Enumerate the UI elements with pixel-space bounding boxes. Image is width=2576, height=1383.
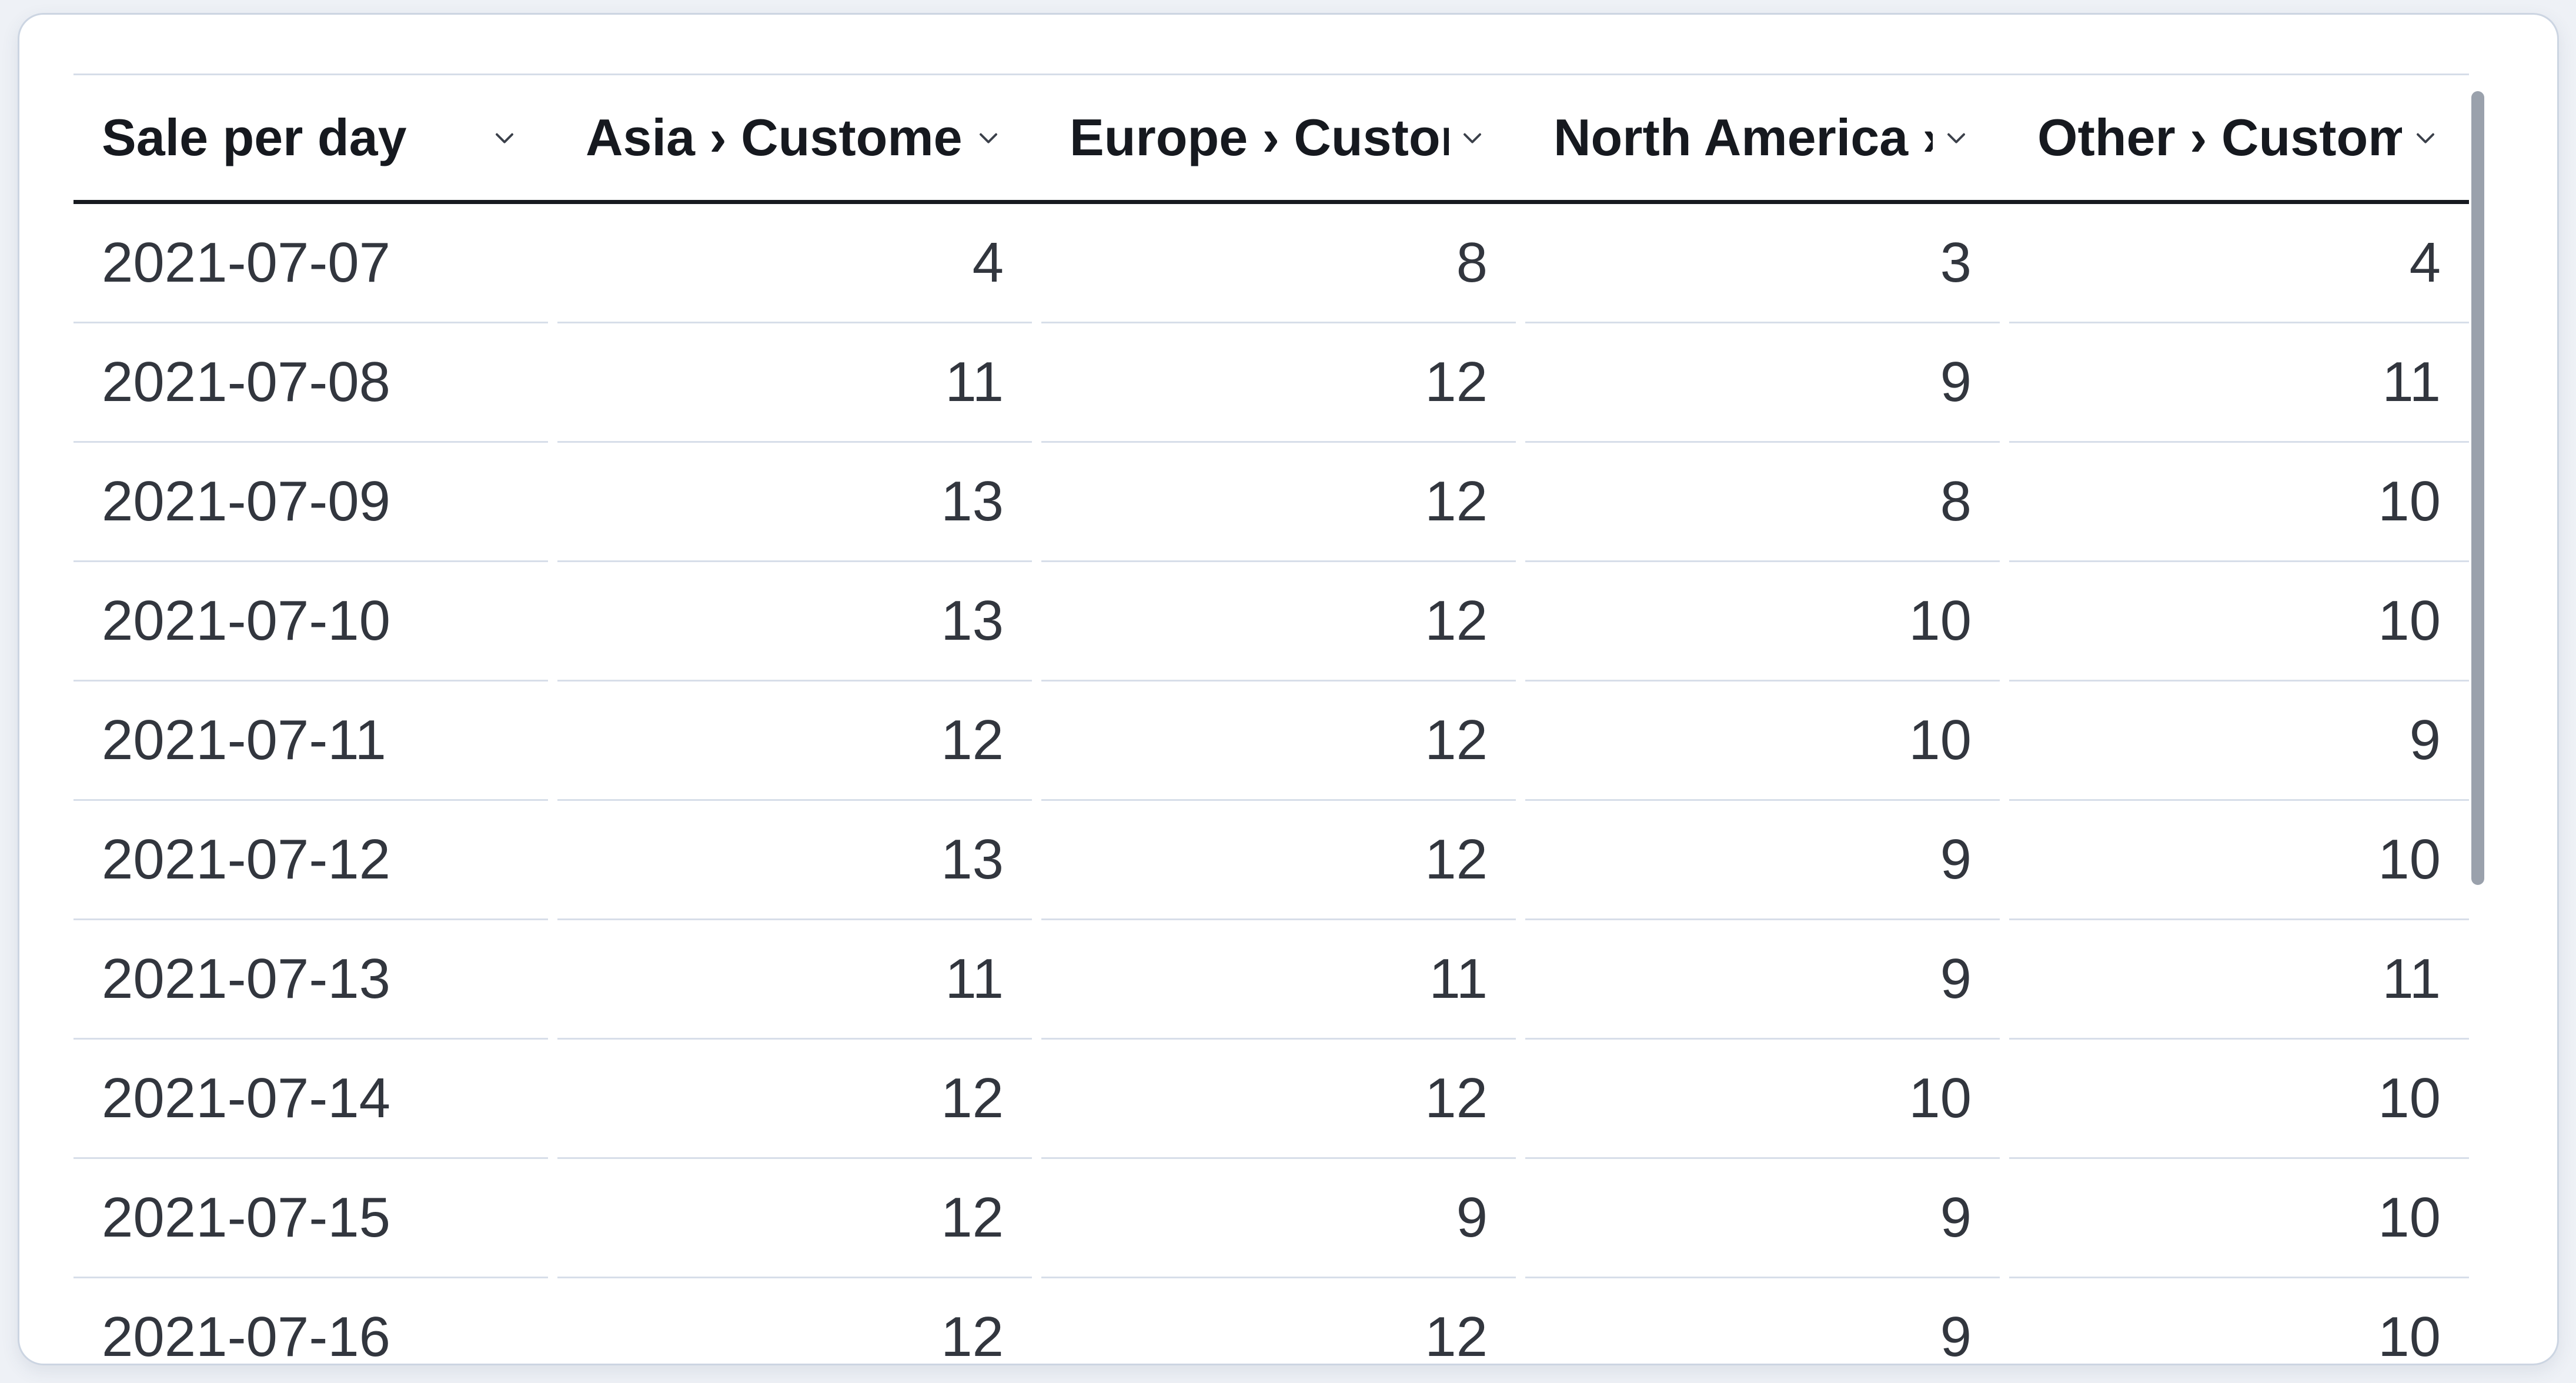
cell-value[interactable]: 10 [2009, 443, 2469, 562]
cell-value[interactable]: 10 [2009, 1278, 2469, 1364]
cell-value[interactable]: 9 [1525, 1278, 2000, 1364]
table-header-row: Sale per day Asia › Customers Europe › Cus… [73, 74, 2469, 204]
column-header-3[interactable]: North America › Customers [1525, 75, 2000, 200]
cell-value[interactable]: 4 [557, 204, 1032, 323]
cell-date[interactable]: 2021-07-14 [73, 1040, 548, 1159]
column-header-label: Sale per day [102, 108, 407, 166]
cell-value[interactable]: 12 [557, 682, 1032, 801]
cell-value[interactable]: 10 [1525, 562, 2000, 682]
cell-value[interactable]: 4 [2009, 204, 2469, 323]
cell-value[interactable]: 12 [1041, 323, 1516, 443]
cell-value[interactable]: 12 [1041, 443, 1516, 562]
table-row: 2021-07-13 11 11 9 11 [73, 920, 2469, 1040]
cell-date[interactable]: 2021-07-08 [73, 323, 548, 443]
cell-value[interactable]: 13 [557, 801, 1032, 920]
cell-value[interactable]: 12 [1041, 1040, 1516, 1159]
vertical-scrollbar[interactable] [2471, 91, 2484, 885]
column-header-2[interactable]: Europe › Customers [1041, 75, 1516, 200]
cell-value[interactable]: 9 [1525, 1159, 2000, 1278]
cell-date[interactable]: 2021-07-13 [73, 920, 548, 1040]
cell-value[interactable]: 8 [1525, 443, 2000, 562]
table-row: 2021-07-10 13 12 10 10 [73, 562, 2469, 682]
chevron-down-icon [1941, 122, 1972, 153]
column-header-0[interactable]: Sale per day [73, 75, 548, 200]
cell-value[interactable]: 11 [2009, 920, 2469, 1040]
table-row: 2021-07-08 11 12 9 11 [73, 323, 2469, 443]
cell-date[interactable]: 2021-07-16 [73, 1278, 548, 1364]
cell-value[interactable]: 11 [557, 920, 1032, 1040]
cell-value[interactable]: 12 [557, 1278, 1032, 1364]
column-header-label: Europe › Customers [1070, 108, 1449, 166]
sales-per-day-table: Sale per day Asia › Customers Europe › Cus… [73, 74, 2469, 1364]
table-row: 2021-07-15 12 9 9 10 [73, 1159, 2469, 1278]
table-row: 2021-07-11 12 12 10 9 [73, 682, 2469, 801]
cell-value[interactable]: 9 [1525, 323, 2000, 443]
table-row: 2021-07-12 13 12 9 10 [73, 801, 2469, 920]
chevron-down-icon [489, 122, 520, 153]
cell-value[interactable]: 10 [2009, 562, 2469, 682]
column-header-label: Asia › Customers [586, 108, 965, 166]
cell-date[interactable]: 2021-07-09 [73, 443, 548, 562]
cell-value[interactable]: 8 [1041, 204, 1516, 323]
cell-value[interactable]: 3 [1525, 204, 2000, 323]
cell-value[interactable]: 12 [1041, 562, 1516, 682]
cell-value[interactable]: 13 [557, 443, 1032, 562]
table-row: 2021-07-09 13 12 8 10 [73, 443, 2469, 562]
chevron-down-icon [2410, 122, 2441, 153]
cell-date[interactable]: 2021-07-07 [73, 204, 548, 323]
cell-date[interactable]: 2021-07-15 [73, 1159, 548, 1278]
column-header-4[interactable]: Other › Customers [2009, 75, 2469, 200]
chevron-down-icon [1457, 122, 1488, 153]
column-header-1[interactable]: Asia › Customers [557, 75, 1032, 200]
cell-value[interactable]: 13 [557, 562, 1032, 682]
table-body: 2021-07-07 4 8 3 4 2021-07-08 11 12 9 11 2021-07-0… [73, 204, 2469, 1364]
cell-value[interactable]: 9 [2009, 682, 2469, 801]
column-header-label: North America › Customers [1553, 108, 1933, 166]
cell-value[interactable]: 10 [2009, 1159, 2469, 1278]
cell-value[interactable]: 12 [557, 1159, 1032, 1278]
cell-date[interactable]: 2021-07-12 [73, 801, 548, 920]
column-header-label: Other › Customers [2037, 108, 2402, 166]
cell-value[interactable]: 12 [1041, 682, 1516, 801]
chevron-down-icon [973, 122, 1004, 153]
cell-value[interactable]: 12 [1041, 1278, 1516, 1364]
cell-value[interactable]: 10 [2009, 801, 2469, 920]
cell-value[interactable]: 10 [1525, 1040, 2000, 1159]
cell-value[interactable]: 10 [2009, 1040, 2469, 1159]
cell-value[interactable]: 10 [1525, 682, 2000, 801]
cell-date[interactable]: 2021-07-10 [73, 562, 548, 682]
table-row: 2021-07-07 4 8 3 4 [73, 204, 2469, 323]
cell-date[interactable]: 2021-07-11 [73, 682, 548, 801]
cell-value[interactable]: 12 [1041, 801, 1516, 920]
cell-value[interactable]: 9 [1525, 801, 2000, 920]
cell-value[interactable]: 11 [1041, 920, 1516, 1040]
cell-value[interactable]: 12 [557, 1040, 1032, 1159]
table-row: 2021-07-16 12 12 9 10 [73, 1278, 2469, 1364]
table-row: 2021-07-14 12 12 10 10 [73, 1040, 2469, 1159]
cell-value[interactable]: 11 [557, 323, 1032, 443]
cell-value[interactable]: 9 [1041, 1159, 1516, 1278]
datatable-panel: Sale per day Asia › Customers Europe › Cus… [18, 13, 2559, 1365]
cell-value[interactable]: 9 [1525, 920, 2000, 1040]
cell-value[interactable]: 11 [2009, 323, 2469, 443]
